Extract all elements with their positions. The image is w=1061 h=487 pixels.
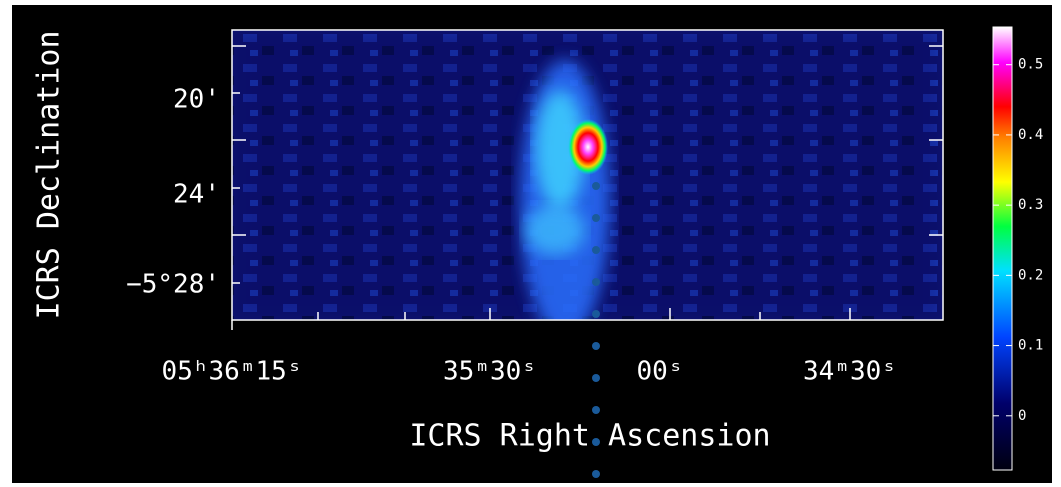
sky-image [232, 30, 943, 340]
y-tick-label: 20' [173, 85, 220, 115]
x-tick-label: 35ᵐ30ˢ [443, 357, 537, 387]
colorbar-tick-label: 0.5 [1018, 57, 1043, 73]
colorbar-tick-label: 0.4 [1018, 127, 1043, 143]
y-axis-label: ICRS Declination [32, 31, 67, 320]
colorbar [993, 27, 1012, 470]
y-tick-label: 24' [173, 180, 220, 210]
colorbar-tick-label: 0 [1018, 408, 1026, 424]
viewer: ICRS Declination ICRS Right Ascension 20… [0, 0, 1061, 487]
colorbar-tick-label: 0.3 [1018, 197, 1043, 213]
colorbar-tick-label: 0.2 [1018, 267, 1043, 283]
x-tick-label: 05ʰ36ᵐ15ˢ [162, 357, 303, 387]
colorbar-tick-label: 0.1 [1018, 338, 1043, 354]
x-tick-label: 34ᵐ30ˢ [803, 357, 897, 387]
x-axis-label: ICRS Right Ascension [409, 419, 770, 454]
x-tick-label: 00ˢ [637, 357, 684, 387]
y-tick-label: −5°28' [126, 270, 220, 300]
